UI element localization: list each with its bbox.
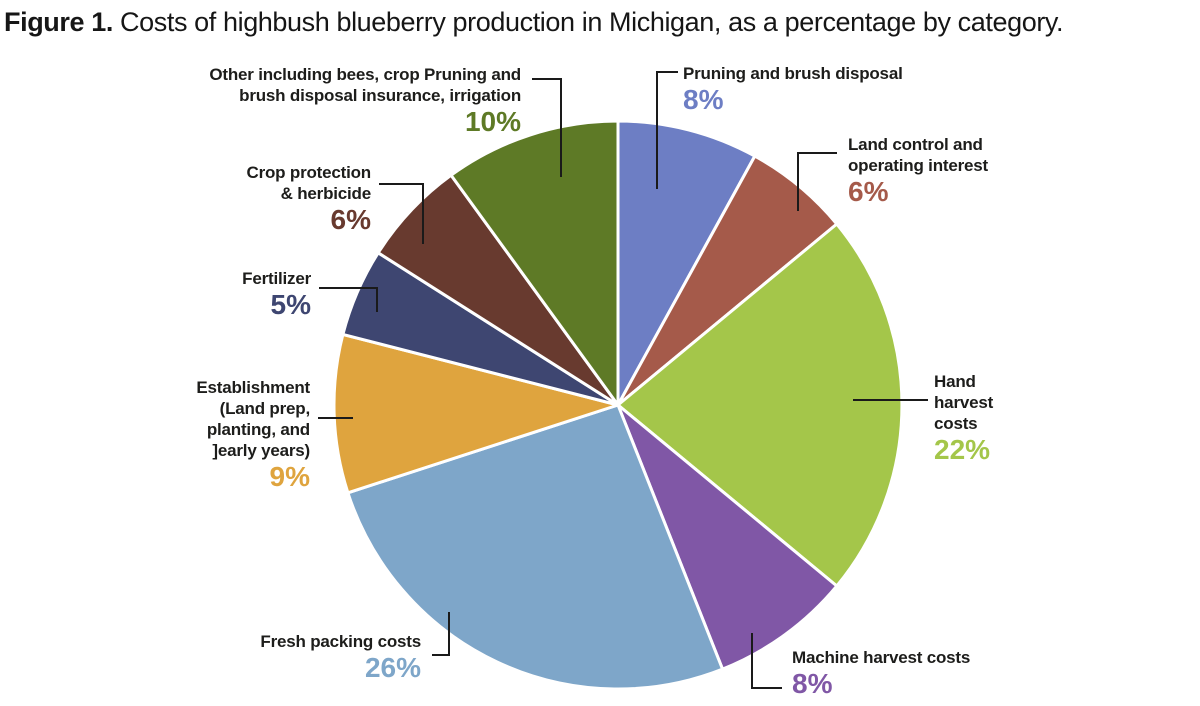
slice-label-establishment: Establishment (Land prep, planting, and ]ea… bbox=[196, 377, 310, 492]
figure-title-text: Costs of highbush blueberry production i… bbox=[112, 7, 1064, 37]
slice-label-line: Pruning and brush disposal bbox=[683, 64, 903, 83]
slice-percent: 9% bbox=[269, 461, 310, 492]
leader-line-machine-harvest-costs bbox=[751, 633, 782, 689]
slice-label-line: planting, and bbox=[206, 420, 310, 439]
slice-percent: 6% bbox=[848, 176, 889, 207]
leader-line-fertilizer bbox=[319, 287, 378, 312]
slice-label-line: Other including bees, crop Pruning and bbox=[209, 65, 521, 84]
slice-label-line: Establishment bbox=[196, 378, 310, 397]
pie-slice-other bbox=[449, 119, 620, 407]
slice-percent: 6% bbox=[330, 204, 371, 235]
slice-label-line: harvest bbox=[934, 393, 994, 412]
figure-title: Figure 1. Costs of highbush blueberry pr… bbox=[4, 7, 1064, 38]
pie-slice-hand-harvest-costs bbox=[616, 222, 904, 588]
slice-label-line: Fertilizer bbox=[242, 269, 311, 288]
pie-slice-establishment bbox=[332, 332, 620, 495]
slice-percent: 26% bbox=[364, 652, 421, 683]
leader-line-fresh-packing-costs bbox=[432, 612, 450, 656]
slice-label-other: Other including bees, crop Pruning and br… bbox=[209, 64, 521, 137]
leader-lines bbox=[318, 71, 928, 689]
slice-label-line: Hand bbox=[934, 372, 976, 391]
slice-label-line: Land control and bbox=[848, 135, 983, 154]
slice-label-line: (Land prep, bbox=[219, 399, 311, 418]
slice-label-hand-harvest-costs: Hand harvest costs 22% bbox=[934, 371, 993, 465]
slice-label-crop-protection-and-herbicide: Crop protection & herbicide 6% bbox=[247, 162, 372, 235]
leader-line-other bbox=[532, 78, 562, 177]
slice-label-fertilizer: Fertilizer 5% bbox=[242, 268, 311, 320]
slice-label-text: Machine harvest costs bbox=[792, 647, 970, 668]
slice-label-text: Crop protection & herbicide bbox=[247, 162, 372, 204]
pie-slices bbox=[332, 119, 904, 691]
slice-percent: 8% bbox=[792, 668, 833, 699]
slice-label-line: brush disposal insurance, irrigation bbox=[239, 86, 521, 105]
slice-label-text: Fertilizer bbox=[242, 268, 311, 289]
slice-label-line: Crop protection bbox=[246, 163, 372, 182]
slice-percent: 22% bbox=[934, 434, 991, 465]
slice-label-text: Establishment (Land prep, planting, and ]ea… bbox=[196, 377, 310, 461]
slice-label-line: ]early years) bbox=[212, 441, 310, 460]
pie-slice-pruning-and-brush-disposal bbox=[616, 119, 757, 407]
slice-label-text: Hand harvest costs bbox=[934, 371, 993, 434]
figure-title-prefix: Figure 1. bbox=[4, 7, 113, 37]
slice-percent: 10% bbox=[464, 106, 521, 137]
slice-label-text: Pruning and brush disposal bbox=[683, 63, 903, 84]
slice-label-line: Fresh packing costs bbox=[260, 632, 421, 651]
slice-label-text: Fresh packing costs bbox=[260, 631, 421, 652]
slice-label-line: operating interest bbox=[848, 156, 988, 175]
slice-percent: 5% bbox=[270, 289, 311, 320]
slice-label-machine-harvest-costs: Machine harvest costs 8% bbox=[792, 647, 970, 699]
slice-label-fresh-packing-costs: Fresh packing costs 26% bbox=[260, 631, 421, 683]
slice-label-line: costs bbox=[934, 414, 978, 433]
pie-slice-fresh-packing-costs bbox=[346, 403, 724, 691]
slice-percent: 8% bbox=[683, 84, 724, 115]
slice-label-pruning-and-brush-disposal: Pruning and brush disposal 8% bbox=[683, 63, 903, 115]
slice-label-line: & herbicide bbox=[280, 184, 372, 203]
slice-label-text: Other including bees, crop Pruning and br… bbox=[209, 64, 521, 106]
slice-label-text: Land control and operating interest bbox=[848, 134, 988, 176]
leader-line-crop-protection-and-herbicide bbox=[379, 183, 424, 244]
pie-slice-machine-harvest-costs bbox=[616, 403, 839, 671]
slice-label-line: Machine harvest costs bbox=[792, 648, 971, 667]
slice-label-land-control-and-operating-interest: Land control and operating interest 6% bbox=[848, 134, 988, 207]
leader-line-pruning-and-brush-disposal bbox=[656, 71, 678, 189]
leader-line-land-control-and-operating-interest bbox=[797, 152, 837, 211]
